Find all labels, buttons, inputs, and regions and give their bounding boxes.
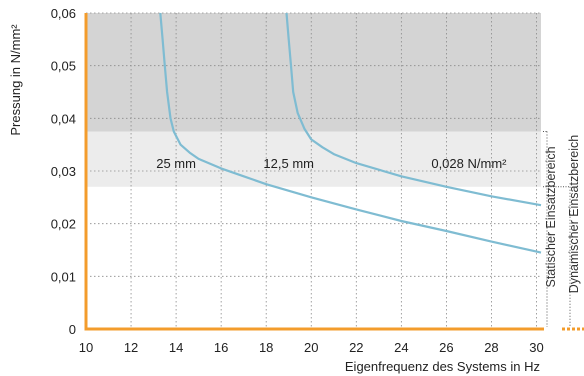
range-brackets [543,131,571,327]
x-tick-label: 16 [214,340,228,355]
y-tick-label: 0,02 [51,217,76,232]
region-bands [86,13,541,187]
x-tick-label: 18 [259,340,273,355]
x-tick-label: 12 [124,340,138,355]
x-tick-label: 20 [304,340,318,355]
curve-annotation: 25 mm [156,156,196,171]
x-tick-label: 22 [349,340,363,355]
grid-lines [86,12,541,329]
y-tick-label: 0,01 [51,269,76,284]
series-group [159,12,542,254]
x-tick-label: 30 [529,340,543,355]
y-tick-label: 0,05 [51,59,76,74]
y-tick-label: 0 [69,322,76,337]
x-axis-label: Eigenfrequenz des Systems in Hz [345,359,540,374]
axes: 10 12 14 16 18 20 22 24 26 28 30 0 0,01 0,02 0,03 0,04 0… [51,6,584,355]
annotations: 25 mm 12,5 mm 0,028 N/mm² [156,156,507,171]
x-tick-label: 26 [439,340,453,355]
x-tick-label: 14 [169,340,183,355]
x-tick-label: 28 [484,340,498,355]
x-tick-label: 24 [394,340,408,355]
region-band-0 [86,13,541,132]
y-tick-label: 0,06 [51,6,76,21]
y-axis-label: Pressung in N/mm² [8,24,23,136]
dynamic-range-label: Dynamischer Einsatzbereich [567,135,581,293]
y-tick-label: 0,04 [51,111,76,126]
static-range-label: Statischer Einsatzbereich [544,146,558,287]
x-tick-label: 10 [79,340,93,355]
series-line-1 [285,12,542,207]
series-line-0 [159,12,542,254]
curve-annotation: 12,5 mm [263,156,314,171]
y-tick-label: 0,03 [51,164,76,179]
curve-annotation: 0,028 N/mm² [431,156,507,171]
